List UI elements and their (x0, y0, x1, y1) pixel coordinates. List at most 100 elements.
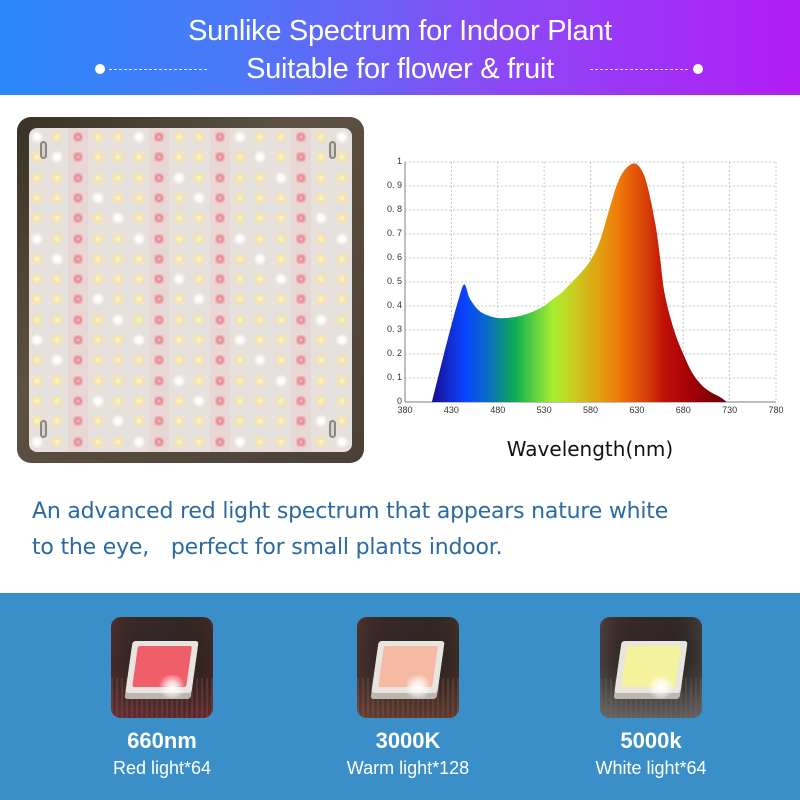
white-led (273, 373, 288, 388)
white-led (192, 190, 207, 205)
white-led (30, 170, 44, 185)
left-dot-icon (95, 64, 105, 74)
white-led (192, 434, 207, 449)
right-dot-icon (693, 64, 703, 74)
white-led (253, 272, 268, 287)
white-led (111, 353, 126, 368)
warm-light-label: 3000K Warm light*128 (308, 727, 508, 781)
white-led (131, 312, 146, 327)
white-led (334, 272, 349, 287)
red-led (214, 192, 225, 203)
warm-led-chip-image (357, 617, 459, 718)
white-led (131, 211, 146, 226)
white-led (131, 414, 146, 429)
white-led (253, 292, 268, 307)
white-led (192, 272, 207, 287)
red-led (295, 152, 306, 163)
white-led (111, 333, 126, 347)
chip-count: Red light*64 (112, 758, 212, 778)
white-led (192, 292, 207, 307)
white-led (30, 312, 44, 327)
red-led (214, 172, 225, 183)
red-led (153, 335, 164, 345)
white-led (131, 292, 146, 307)
red-led (295, 274, 306, 285)
chip-color-temp: 3000K (375, 728, 441, 753)
glow-icon (646, 675, 676, 699)
white-led (90, 211, 105, 226)
white-led (50, 251, 65, 266)
red-led (214, 132, 225, 142)
red-led (72, 172, 83, 183)
x-tick-label: 480 (490, 405, 506, 415)
white-led (334, 211, 349, 226)
white-led (273, 170, 288, 185)
white-led (233, 393, 247, 408)
glow-icon (157, 675, 187, 699)
white-led (192, 333, 207, 347)
white-led (253, 150, 268, 165)
white-led (314, 190, 329, 205)
chip-count: Warm light*128 (346, 758, 470, 778)
white-led (172, 170, 187, 185)
white-led (273, 130, 288, 144)
white-led (233, 211, 247, 226)
red-led (295, 314, 306, 325)
x-tick-label: 430 (443, 405, 459, 415)
x-tick-label: 630 (629, 405, 645, 415)
white-led (30, 211, 44, 226)
red-led (295, 375, 306, 386)
white-led (30, 292, 44, 307)
white-led (50, 434, 65, 449)
red-led (72, 213, 83, 224)
red-led (153, 172, 164, 183)
header-banner: Sunlike Spectrum for Indoor Plant Suitab… (0, 0, 800, 95)
led-grid (29, 128, 352, 452)
white-led (233, 231, 247, 246)
white-led (30, 190, 44, 205)
white-led (273, 434, 288, 449)
white-led (273, 312, 288, 327)
white-led (131, 170, 146, 185)
white-led (30, 373, 44, 388)
white-led (111, 292, 126, 307)
red-led (72, 132, 83, 142)
white-led (111, 170, 126, 185)
x-tick-label: 780 (768, 405, 784, 415)
white-led-chip-image (600, 617, 702, 718)
white-led (90, 333, 105, 347)
white-led (314, 272, 329, 287)
white-led (111, 150, 126, 165)
white-led (233, 434, 247, 449)
white-led (131, 393, 146, 408)
red-led (153, 294, 164, 305)
x-tick-label: 530 (536, 405, 552, 415)
red-led (153, 233, 164, 244)
white-led (334, 393, 349, 408)
red-led (214, 253, 225, 264)
white-led (233, 353, 247, 368)
white-led (50, 292, 65, 307)
white-led (90, 251, 105, 266)
white-led (192, 251, 207, 266)
right-dashed-line (590, 69, 688, 70)
white-led (172, 251, 187, 266)
white-led (111, 272, 126, 287)
red-led (295, 233, 306, 244)
red-led (214, 416, 225, 427)
red-led (295, 395, 306, 406)
spectrum-area (431, 163, 727, 402)
white-led (233, 414, 247, 429)
red-led (295, 132, 306, 142)
description-text: An advanced red light spectrum that appe… (32, 494, 772, 566)
white-led (172, 150, 187, 165)
white-led (172, 231, 187, 246)
red-led (72, 233, 83, 244)
white-led (334, 150, 349, 165)
white-led (50, 150, 65, 165)
white-led (90, 190, 105, 205)
white-led (111, 434, 126, 449)
white-led (90, 393, 105, 408)
x-axis-label: Wavelength(nm) (506, 437, 674, 461)
white-led (30, 434, 44, 449)
